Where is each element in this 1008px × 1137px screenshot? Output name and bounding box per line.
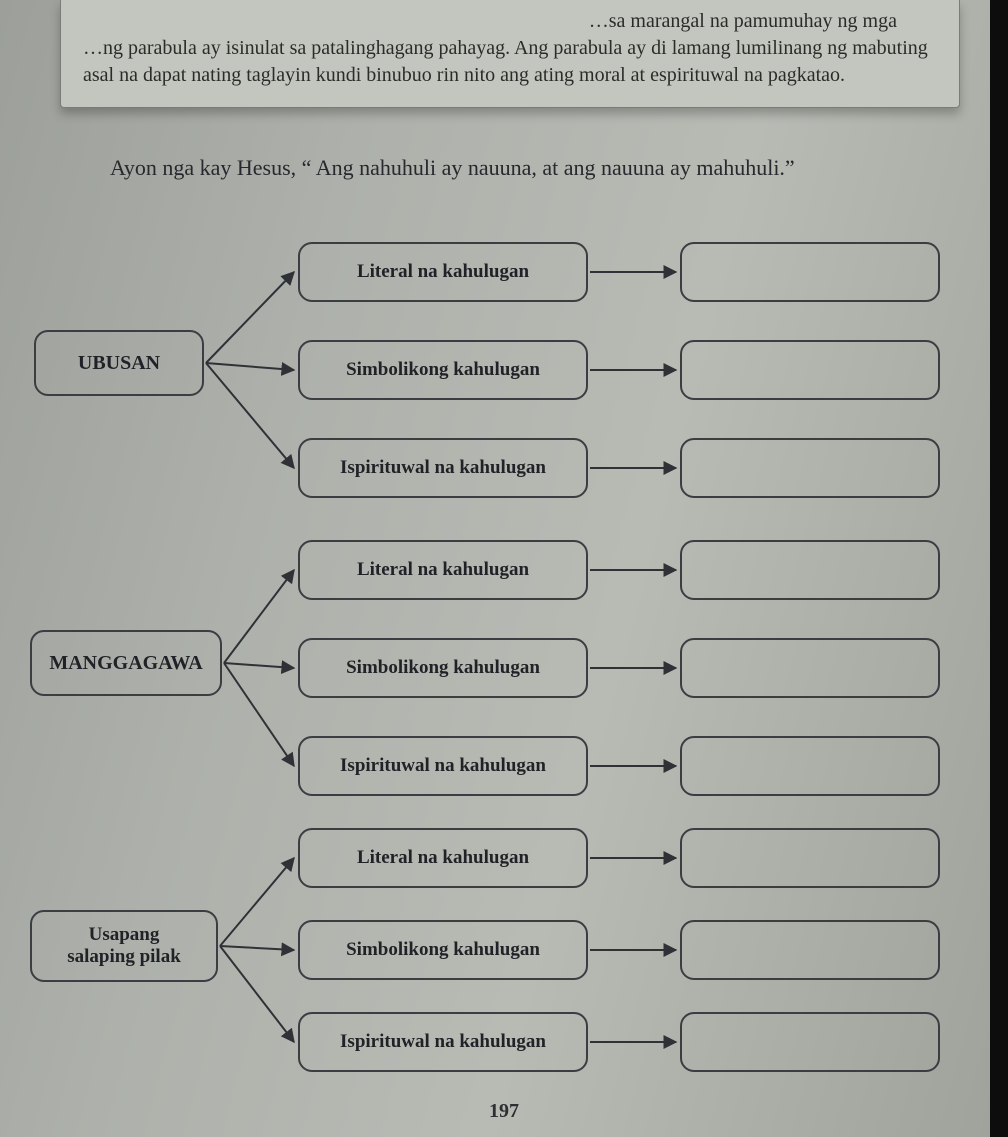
answer-1-2 [680, 736, 940, 796]
answer-2-2 [680, 1012, 940, 1072]
root-0: UBUSAN [34, 330, 204, 396]
root-1: MANGGAGAWA [30, 630, 222, 696]
mid-0-2: Ispirituwal na kahulugan [298, 438, 588, 498]
mid-0-0: Literal na kahulugan [298, 242, 588, 302]
note-text: …ng parabula ay isinulat sa patalinghaga… [83, 37, 928, 86]
mid-0-1-label: Simbolikong kahulugan [346, 359, 540, 381]
mid-2-1: Simbolikong kahulugan [298, 920, 588, 980]
mid-0-1: Simbolikong kahulugan [298, 340, 588, 400]
answer-0-2 [680, 438, 940, 498]
mid-2-0-label: Literal na kahulugan [357, 847, 529, 869]
root-2: Usapangsalaping pilak [30, 910, 218, 982]
mid-1-0: Literal na kahulugan [298, 540, 588, 600]
mid-2-2: Ispirituwal na kahulugan [298, 1012, 588, 1072]
mid-1-0-label: Literal na kahulugan [357, 559, 529, 581]
mid-1-1-label: Simbolikong kahulugan [346, 657, 540, 679]
answer-1-0 [680, 540, 940, 600]
mid-1-2-label: Ispirituwal na kahulugan [340, 755, 546, 777]
answer-0-1 [680, 340, 940, 400]
root-0-label: UBUSAN [78, 352, 160, 375]
page-dark-edge [990, 0, 1008, 1137]
quote-line: Ayon nga kay Hesus, “ Ang nahuhuli ay na… [110, 155, 930, 181]
mid-0-0-label: Literal na kahulugan [357, 261, 529, 283]
answer-2-0 [680, 828, 940, 888]
root-1-label: MANGGAGAWA [49, 652, 202, 675]
root-2-label: Usapangsalaping pilak [67, 924, 181, 968]
mid-2-2-label: Ispirituwal na kahulugan [340, 1031, 546, 1053]
mid-1-1: Simbolikong kahulugan [298, 638, 588, 698]
mid-2-1-label: Simbolikong kahulugan [346, 939, 540, 961]
mid-1-2: Ispirituwal na kahulugan [298, 736, 588, 796]
answer-1-1 [680, 638, 940, 698]
mid-2-0: Literal na kahulugan [298, 828, 588, 888]
answer-0-0 [680, 242, 940, 302]
answer-2-1 [680, 920, 940, 980]
page-number: 197 [0, 1100, 1008, 1123]
note-lead: …sa marangal na pamumuhay ng mga [83, 8, 937, 35]
mid-0-2-label: Ispirituwal na kahulugan [340, 457, 546, 479]
note-box: …sa marangal na pamumuhay ng mga …ng par… [60, 0, 960, 108]
